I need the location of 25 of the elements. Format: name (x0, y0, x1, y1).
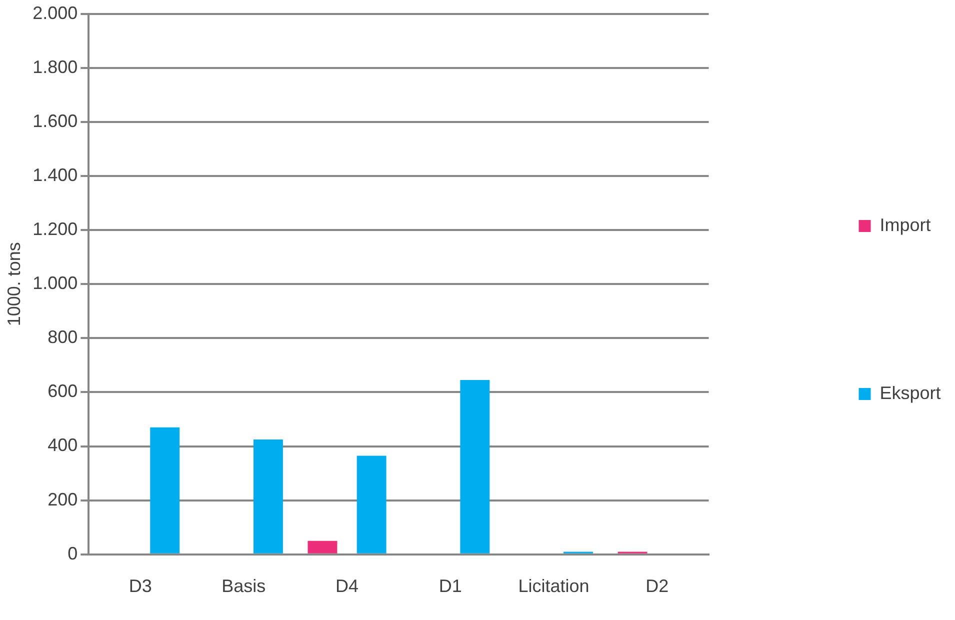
x-tick-label: Licitation (518, 576, 590, 596)
y-tick-label: 2.000 (32, 2, 78, 23)
y-tick-label: 0 (68, 543, 78, 564)
x-tick-label: Basis (222, 576, 266, 596)
y-tick-label: 400 (48, 435, 78, 456)
bar (460, 380, 490, 554)
legend-label: Eksport (880, 382, 941, 403)
y-tick-label: 600 (48, 381, 78, 402)
y-tick-label: 1.200 (32, 219, 78, 240)
legend-label: Import (880, 214, 931, 235)
bar (253, 440, 283, 554)
x-tick-label: D1 (438, 576, 462, 596)
y-tick-label: 1.000 (32, 273, 78, 294)
x-tick-label: D3 (128, 576, 152, 596)
y-tick-label: 1.800 (32, 56, 78, 77)
bar (356, 456, 386, 554)
x-tick-label: D4 (336, 576, 359, 596)
y-tick-label: 800 (48, 327, 78, 348)
y-tick-label: 1.400 (32, 164, 78, 185)
y-tick-label: 200 (48, 489, 78, 510)
bar (308, 540, 338, 554)
bar (150, 427, 180, 554)
y-tick-label: 1.600 (32, 110, 78, 131)
y-axis-title: 1000. tons (4, 242, 24, 326)
x-tick-label: D2 (646, 576, 669, 596)
